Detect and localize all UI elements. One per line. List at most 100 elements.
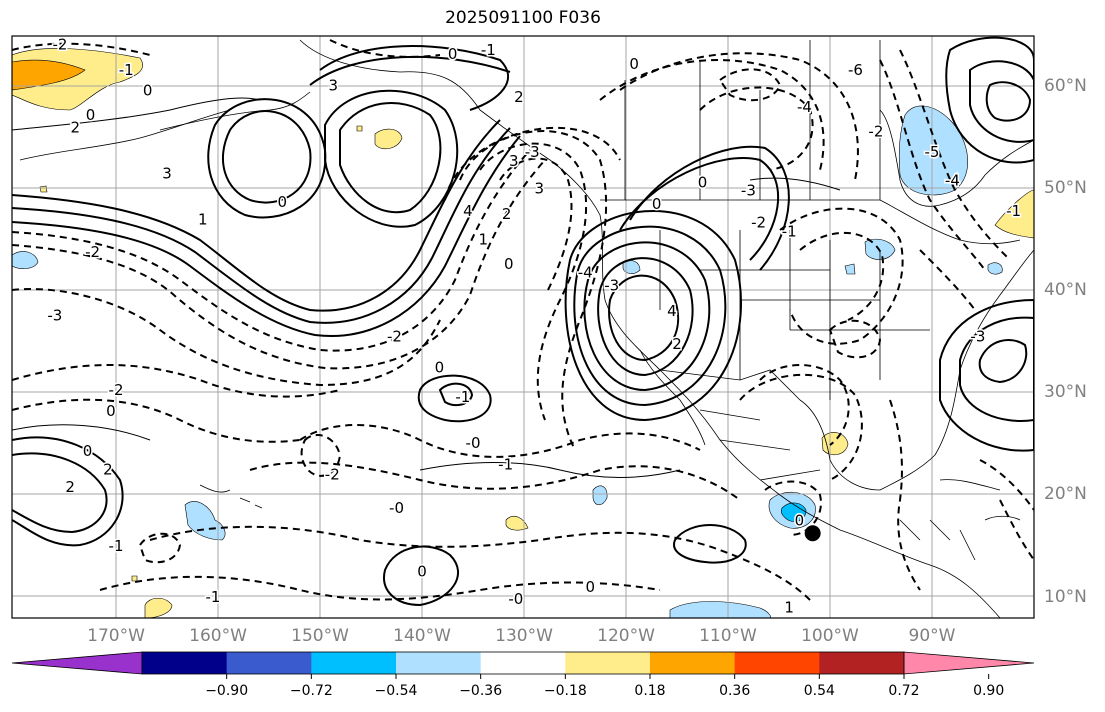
- shade-negative-far-west: [12, 251, 39, 269]
- longitude-tick-label: 100°W: [801, 626, 859, 646]
- latitude-tick-label: 30°N: [1044, 382, 1087, 403]
- contour-label: -0: [466, 434, 481, 452]
- contour-neg-west-2: [12, 159, 546, 370]
- map-title: 2025091100 F036: [445, 8, 601, 28]
- contour-neg-east-1: [879, 59, 986, 271]
- contour-label: 2: [1085, 144, 1095, 162]
- border-canada-provinces: [624, 40, 881, 200]
- contour-pos-west-ridge: [619, 157, 780, 261]
- contour-label: -5: [925, 143, 940, 161]
- map-frame: [11, 35, 1035, 619]
- contour-neg-west-1: [12, 149, 531, 352]
- contour-label: -0: [508, 590, 523, 608]
- shade-positive-gulf: [374, 128, 403, 150]
- contour-label: -1: [782, 223, 797, 241]
- contour-label: 0: [278, 193, 288, 211]
- shade-negative-small-5: [592, 485, 608, 506]
- contour-pos-gulf-alaska: [339, 102, 442, 214]
- contour-label: 0: [417, 563, 427, 581]
- border-mexico-states: [699, 409, 821, 481]
- contour-neg-west-5: [12, 398, 301, 443]
- border-central-america: [899, 519, 976, 561]
- contour-zero-1: [12, 97, 261, 131]
- contour-neg-gulf: [759, 364, 850, 446]
- colorbar-segment: [819, 652, 905, 674]
- contour-label: 2: [502, 205, 512, 223]
- contour-label: -2: [52, 36, 67, 54]
- contour-pos-east-high-3: [985, 81, 1032, 122]
- contour-neg-east-4: [889, 399, 921, 591]
- contour-neg-east-6: [999, 499, 1034, 561]
- contour-pos-small-low-2: [438, 382, 474, 407]
- colorbar-tick-label: 0.54: [803, 683, 835, 699]
- contour-pos-cal-low-5: [564, 209, 742, 422]
- contour-label: 3: [509, 152, 519, 170]
- contour-label: -4: [578, 263, 593, 281]
- contour-label: 4: [463, 202, 473, 220]
- contours-zero: [12, 97, 841, 478]
- contour-label: -3: [604, 277, 619, 295]
- contour-label: -2: [751, 213, 766, 231]
- contour-pos-ridge-west-1: [12, 119, 501, 312]
- colorbar-tick-label: 0.36: [719, 683, 751, 699]
- colorbar-extend-high: [903, 651, 1035, 675]
- coast-aleutians: [19, 109, 231, 161]
- contour-neg-subtrop-4: [99, 575, 661, 601]
- contour-neg-trough-4: [444, 126, 621, 201]
- gridlines: [12, 36, 1034, 618]
- shade-positive-small-1: [356, 125, 363, 132]
- contour-pos-small-low-1: [417, 374, 492, 423]
- contour-neg-plains-1: [779, 207, 904, 345]
- coast-central-america: [839, 529, 1001, 618]
- contour-pos-cal-low-4: [573, 225, 727, 407]
- contour-label: -3: [970, 328, 985, 346]
- contour-neg-subtrop-2: [249, 461, 741, 501]
- contour-neg-east-5: [979, 459, 1034, 511]
- contour-label: 0: [106, 402, 116, 420]
- contour-label: -1: [481, 41, 496, 59]
- contour-label: 4: [1072, 57, 1082, 75]
- coast-labrador: [984, 139, 1034, 176]
- contour-pos-gulf-alaska-2: [324, 89, 459, 228]
- contour-label: 0: [504, 255, 514, 273]
- coast-gulf-mexico: [799, 399, 936, 491]
- contour-label: 4: [667, 302, 677, 320]
- contour-neg-canada-4: [699, 86, 814, 171]
- coast-baja: [639, 349, 706, 446]
- longitude-tick-label: 120°W: [597, 626, 655, 646]
- colorbar-segment: [396, 652, 482, 674]
- longitude-tick-label: 130°W: [495, 626, 553, 646]
- contour-label: -3: [525, 143, 540, 161]
- contour-label: 0: [448, 45, 458, 63]
- contour-pos-cal-low-2: [597, 257, 694, 377]
- shade-orange-alaska-west: [12, 59, 86, 91]
- colorbar-segment: [142, 652, 228, 674]
- colorbar-tick-label: 0.18: [634, 683, 666, 699]
- latitude-tick-label: 20°N: [1044, 484, 1087, 505]
- contour-label: -3: [741, 182, 756, 200]
- colorbar-tick-label: −0.90: [205, 683, 249, 699]
- longitude-tick-label: 110°W: [699, 626, 757, 646]
- contour-label: -2: [868, 122, 883, 140]
- longitude-tick-label: 90°W: [908, 626, 956, 646]
- contour-label: -1: [109, 537, 124, 555]
- contour-pos-tropical-1: [383, 545, 460, 607]
- longitude-tick-label: 160°W: [189, 626, 247, 646]
- contour-neg-east-3: [919, 249, 976, 311]
- contour-zero-3: [12, 424, 151, 441]
- colorbar-segment: [311, 652, 397, 674]
- contour-label: -6: [848, 61, 863, 79]
- contour-pos-hawaii: [12, 436, 124, 547]
- contour-neg-trough-1: [479, 142, 588, 421]
- coast-hudson-bay: [879, 109, 986, 207]
- contour-label: 2: [103, 460, 113, 478]
- colorbar-extend-low: [11, 651, 143, 675]
- contour-neg-west-3: [12, 288, 441, 387]
- contour-pos-east-low-1: [939, 298, 1034, 452]
- contour-pos-cal-low-1: [608, 274, 680, 362]
- contour-label: -4: [945, 171, 960, 189]
- contour-label: -3: [47, 306, 62, 324]
- contour-neg-subtrop-3: [149, 525, 811, 601]
